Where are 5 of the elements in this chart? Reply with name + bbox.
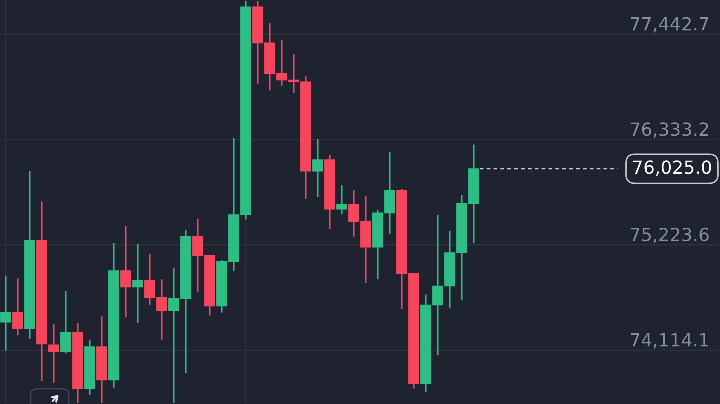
y-tick-label: 75,223.6 [631, 228, 709, 244]
y-tick-label: 77,442.7 [631, 17, 708, 33]
y-tick-label: 76,333.2 [631, 122, 708, 138]
ref-line-label: 76,025.0 [634, 160, 712, 176]
y-tick-label: 74,114.1 [631, 334, 708, 349]
